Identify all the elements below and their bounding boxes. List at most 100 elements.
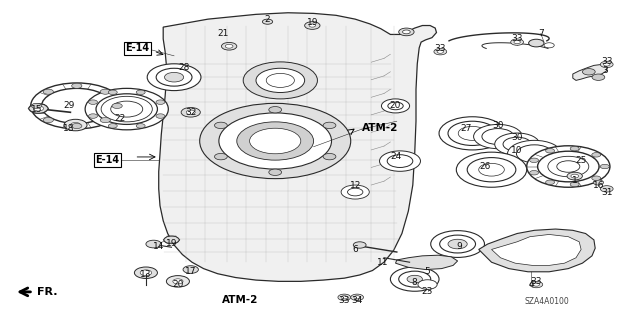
Text: 26: 26 <box>479 162 491 171</box>
Circle shape <box>305 22 320 29</box>
Circle shape <box>42 88 112 123</box>
Circle shape <box>186 110 195 115</box>
Circle shape <box>70 122 81 128</box>
Circle shape <box>221 42 237 50</box>
Circle shape <box>600 186 613 192</box>
Text: SZA4A0100: SZA4A0100 <box>525 297 570 306</box>
Circle shape <box>33 106 44 111</box>
Circle shape <box>495 133 540 155</box>
Circle shape <box>351 294 364 300</box>
Text: 19: 19 <box>166 239 177 248</box>
Text: 21: 21 <box>217 29 228 38</box>
Circle shape <box>474 124 522 149</box>
Circle shape <box>341 296 348 299</box>
Text: 28: 28 <box>179 63 190 72</box>
Circle shape <box>482 129 514 145</box>
Text: 12: 12 <box>349 181 361 190</box>
Circle shape <box>136 124 145 128</box>
Circle shape <box>571 174 579 178</box>
Text: 13: 13 <box>140 271 152 279</box>
Circle shape <box>111 101 143 117</box>
Circle shape <box>43 118 53 123</box>
Circle shape <box>269 107 282 113</box>
Circle shape <box>380 151 420 171</box>
Circle shape <box>214 153 227 160</box>
Circle shape <box>214 122 227 129</box>
Polygon shape <box>159 13 436 281</box>
Text: 29: 29 <box>63 101 75 110</box>
Circle shape <box>530 281 543 288</box>
Circle shape <box>31 83 123 129</box>
Circle shape <box>166 276 189 287</box>
Circle shape <box>237 122 314 160</box>
Circle shape <box>96 94 157 124</box>
Text: 15: 15 <box>31 105 43 114</box>
Text: 7: 7 <box>538 29 543 38</box>
Circle shape <box>266 73 294 87</box>
Circle shape <box>181 108 200 117</box>
Circle shape <box>164 236 179 244</box>
Circle shape <box>548 156 589 177</box>
Circle shape <box>439 117 506 150</box>
Circle shape <box>354 296 360 299</box>
Text: 18: 18 <box>63 124 75 133</box>
Text: 32: 32 <box>185 108 196 117</box>
Text: 33: 33 <box>339 296 350 305</box>
Text: 9: 9 <box>457 242 462 251</box>
Text: 20: 20 <box>172 280 184 289</box>
Circle shape <box>527 146 610 187</box>
Circle shape <box>545 180 554 184</box>
Circle shape <box>529 170 538 175</box>
Circle shape <box>538 151 599 182</box>
Circle shape <box>164 72 184 82</box>
Circle shape <box>448 239 467 249</box>
Text: 30: 30 <box>492 121 504 130</box>
Circle shape <box>88 114 97 118</box>
Text: 31: 31 <box>601 188 612 197</box>
Circle shape <box>85 88 168 130</box>
Circle shape <box>72 83 82 88</box>
Circle shape <box>582 69 595 75</box>
Circle shape <box>516 145 552 163</box>
Circle shape <box>88 100 97 104</box>
Text: ATM-2: ATM-2 <box>362 123 398 133</box>
Circle shape <box>156 68 192 86</box>
Circle shape <box>31 103 42 108</box>
Text: 33: 33 <box>511 34 523 43</box>
Circle shape <box>456 152 527 187</box>
Circle shape <box>134 267 157 278</box>
Circle shape <box>269 169 282 175</box>
Circle shape <box>381 99 410 113</box>
Circle shape <box>108 90 117 94</box>
Circle shape <box>256 68 305 93</box>
Text: 8: 8 <box>412 278 417 287</box>
Circle shape <box>100 89 111 94</box>
Text: 25: 25 <box>575 156 587 165</box>
Text: 6: 6 <box>353 245 358 254</box>
Circle shape <box>448 121 497 145</box>
Circle shape <box>341 185 369 199</box>
Polygon shape <box>396 255 458 270</box>
Circle shape <box>418 280 437 289</box>
Circle shape <box>592 74 605 80</box>
Circle shape <box>100 118 111 123</box>
Circle shape <box>250 128 301 154</box>
Circle shape <box>323 122 336 129</box>
Circle shape <box>156 100 165 104</box>
Circle shape <box>140 270 152 276</box>
Circle shape <box>108 124 117 128</box>
Circle shape <box>156 114 165 118</box>
Text: 23: 23 <box>422 287 433 296</box>
Text: 34: 34 <box>351 296 363 305</box>
Circle shape <box>29 104 48 113</box>
Text: 11: 11 <box>377 258 388 267</box>
Circle shape <box>544 43 554 48</box>
Circle shape <box>593 180 604 185</box>
Text: 33: 33 <box>435 44 446 53</box>
Polygon shape <box>492 234 581 265</box>
Text: 30: 30 <box>511 133 523 142</box>
Circle shape <box>173 279 183 284</box>
Text: 19: 19 <box>307 19 318 27</box>
Circle shape <box>390 267 439 291</box>
Circle shape <box>434 48 447 55</box>
